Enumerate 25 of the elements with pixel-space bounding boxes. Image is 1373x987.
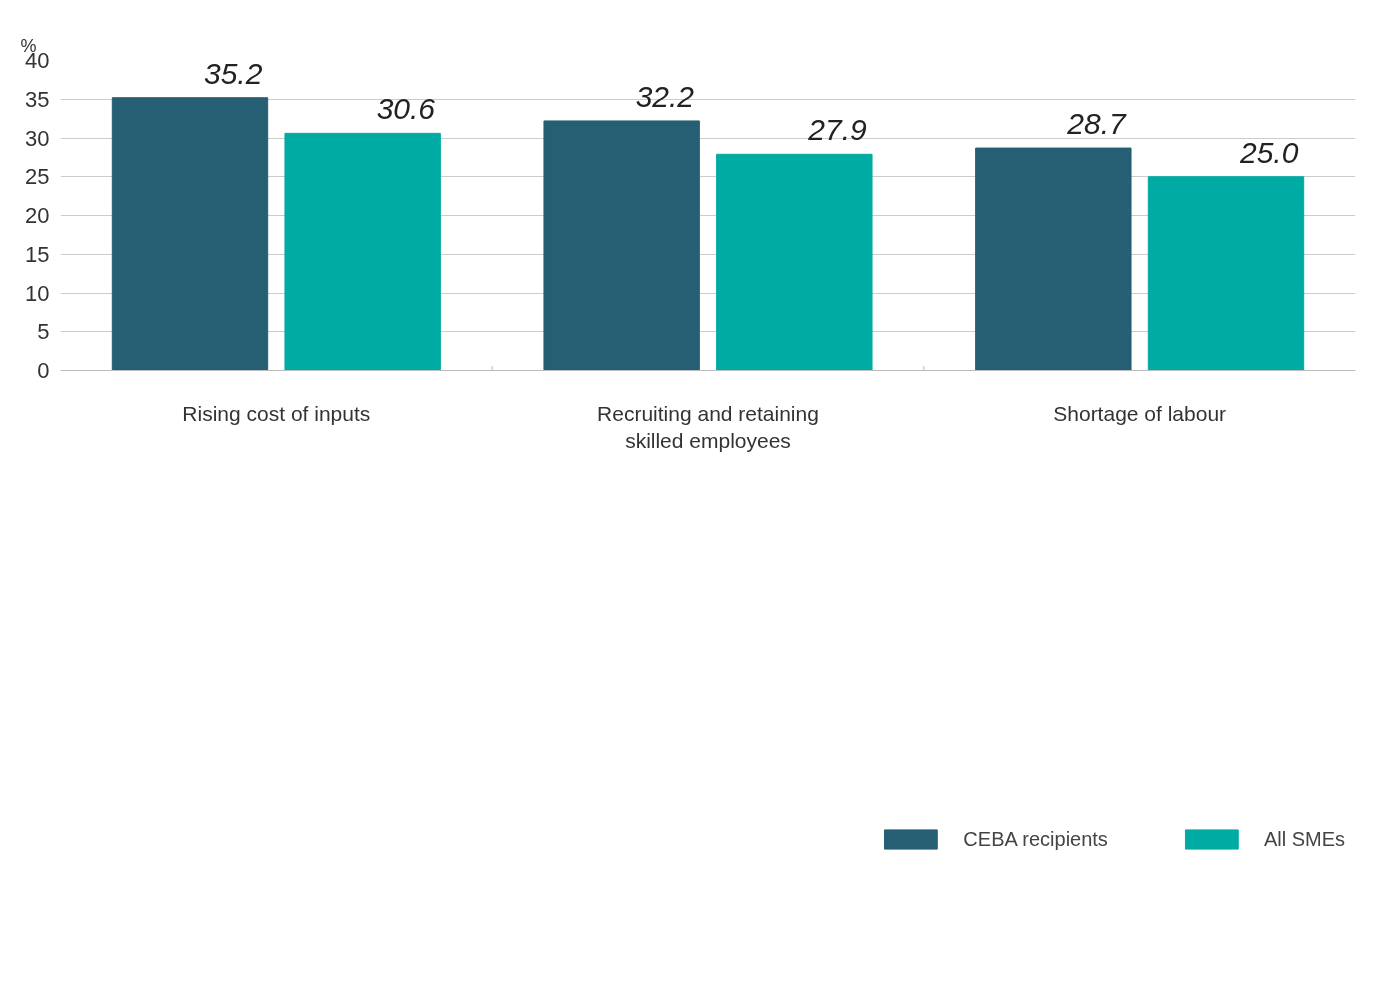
- x-tick-label: Rising cost of inputs: [182, 401, 371, 425]
- bar: [284, 132, 441, 371]
- y-tick-label: 30: [25, 125, 50, 151]
- text: 30.6: [376, 92, 436, 126]
- text: 25.0: [1239, 135, 1299, 169]
- y-tick-label: 5: [37, 319, 50, 345]
- y-tick-label: 15: [25, 241, 50, 267]
- bar: [1147, 176, 1305, 371]
- y-tick-label: 25: [25, 164, 50, 190]
- bar: [543, 120, 700, 371]
- y-tick-label: 10: [25, 280, 50, 306]
- bar: [975, 147, 1132, 371]
- bar: [716, 153, 873, 371]
- y-tick-label: 0: [37, 358, 50, 383]
- x-tick-label: Recruiting and retaining skilled employees: [597, 401, 819, 453]
- x-tick-label: Shortage of labour: [1053, 401, 1227, 425]
- legend-label: All SMEs: [1263, 827, 1345, 851]
- y-tick-label: 35: [25, 86, 50, 112]
- bar: [111, 97, 269, 371]
- text: 35.2: [203, 56, 263, 90]
- text: 32.2: [635, 79, 695, 113]
- y-tick-label: 20: [25, 203, 50, 228]
- legend-label: CEBA recipients: [963, 827, 1108, 851]
- text: 28.7: [1067, 107, 1126, 141]
- text: 27.9: [808, 113, 867, 147]
